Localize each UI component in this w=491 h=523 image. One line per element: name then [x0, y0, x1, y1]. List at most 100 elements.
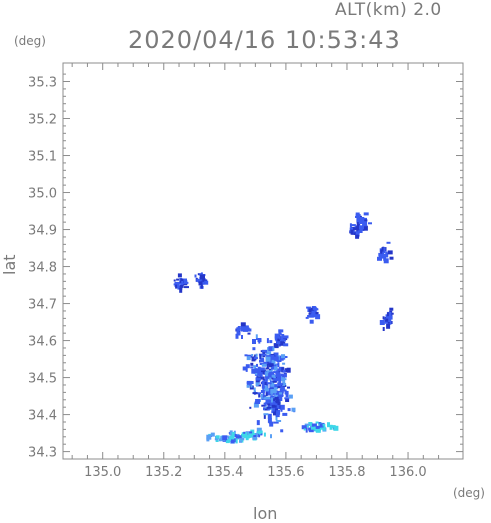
echo-pixel: [251, 368, 255, 374]
echo-cluster: [355, 212, 372, 231]
echo-pixel: [250, 429, 255, 434]
echo-pixel: [259, 367, 265, 371]
echo-pixel: [251, 356, 256, 362]
echo-pixel: [272, 400, 275, 403]
echo-cluster: [194, 272, 209, 289]
echo-cluster: [173, 273, 189, 293]
echo-pixel: [273, 386, 279, 390]
echo-pixel: [262, 353, 267, 356]
echo-pixel: [275, 390, 278, 393]
echo-cluster: [235, 322, 252, 339]
echo-pixel: [245, 431, 250, 435]
echo-pixel: [181, 280, 187, 283]
x-tick-label: 135.0: [84, 465, 121, 480]
echo-pixel: [236, 435, 242, 439]
echo-pixel: [359, 215, 362, 218]
echo-pixel: [177, 273, 182, 278]
echo-pixel: [278, 379, 282, 385]
echo-pixel: [355, 214, 361, 217]
echo-pixel: [233, 430, 236, 435]
echo-pixel: [277, 338, 280, 342]
echo-pixel: [305, 316, 309, 319]
axis-ticks: 135.0 135.2 135.4 135.6 135.8 136.0 34.3 34.4 34…: [28, 63, 463, 480]
echo-pixel: [389, 307, 394, 311]
echo-layer: [173, 212, 394, 444]
echo-pixel: [272, 371, 276, 374]
echo-pixel: [262, 387, 265, 393]
echo-cluster: [228, 429, 272, 441]
echo-pixel: [267, 406, 272, 409]
echo-pixel: [284, 390, 289, 394]
echo-pixel: [388, 317, 392, 322]
echo-pixel: [272, 346, 275, 351]
echo-pixel: [253, 365, 257, 369]
echo-pixel: [255, 382, 259, 387]
echo-pixel: [357, 230, 363, 233]
echo-pixel: [362, 221, 368, 227]
x-unit-label: (deg): [453, 486, 485, 500]
echo-pixel: [251, 354, 254, 356]
echo-pixel: [270, 388, 274, 394]
echo-pixel: [229, 435, 235, 441]
echo-pixel: [233, 434, 237, 437]
echo-pixel: [350, 229, 354, 235]
echo-pixel: [276, 363, 279, 366]
echo-pixel: [261, 404, 266, 407]
echo-pixel: [279, 340, 285, 346]
echo-pixel: [240, 437, 245, 441]
echo-pixel: [315, 314, 321, 320]
echo-pixel: [250, 384, 253, 388]
echo-pixel: [278, 394, 284, 397]
echo-pixel: [382, 316, 385, 320]
echo-pixel: [253, 435, 257, 437]
echo-pixel: [258, 430, 262, 434]
echo-pixel: [183, 281, 189, 284]
echo-pixel: [181, 280, 184, 285]
echo-pixel: [281, 354, 285, 359]
echo-pixel: [253, 357, 258, 360]
echo-pixel: [214, 438, 218, 441]
echo-pixel: [291, 407, 296, 412]
echo-pixel: [329, 424, 333, 430]
echo-pixel: [271, 360, 276, 365]
echo-pixel: [256, 338, 261, 340]
echo-pixel: [245, 364, 250, 369]
echo-pixel: [275, 408, 278, 411]
echo-pixel: [265, 371, 269, 377]
echo-pixel: [383, 247, 386, 253]
echo-pixel: [256, 392, 262, 395]
echo-pixel: [285, 399, 290, 402]
echo-pixel: [368, 222, 372, 225]
echo-pixel: [355, 231, 360, 235]
echo-pixel: [280, 386, 284, 390]
echo-pixel: [355, 216, 358, 218]
echo-pixel: [387, 250, 393, 255]
echo-pixel: [377, 256, 382, 261]
echo-pixel: [273, 366, 278, 371]
echo-pixel: [255, 380, 260, 383]
y-tick-label: 35.3: [28, 76, 57, 91]
x-tick-label: 135.4: [206, 465, 243, 480]
echo-pixel: [236, 329, 239, 332]
echo-pixel: [258, 339, 261, 344]
timestamp-title: 2020/04/16 10:53:43: [128, 26, 401, 54]
echo-pixel: [354, 225, 357, 229]
echo-pixel: [273, 343, 279, 349]
echo-pixel: [283, 338, 288, 341]
echo-pixel: [387, 311, 392, 317]
echo-pixel: [247, 332, 251, 335]
echo-pixel: [277, 396, 283, 401]
y-tick-label: 34.4: [28, 409, 57, 424]
echo-pixel: [268, 346, 274, 352]
echo-pixel: [235, 333, 239, 339]
echo-pixel: [281, 334, 285, 338]
echo-pixel: [311, 423, 317, 428]
echo-pixel: [261, 363, 267, 367]
echo-pixel: [256, 420, 260, 426]
echo-pixel: [269, 377, 272, 381]
echo-cluster: [305, 306, 321, 324]
echo-cluster: [242, 334, 291, 416]
echo-pixel: [316, 428, 321, 431]
echo-pixel: [273, 378, 279, 382]
